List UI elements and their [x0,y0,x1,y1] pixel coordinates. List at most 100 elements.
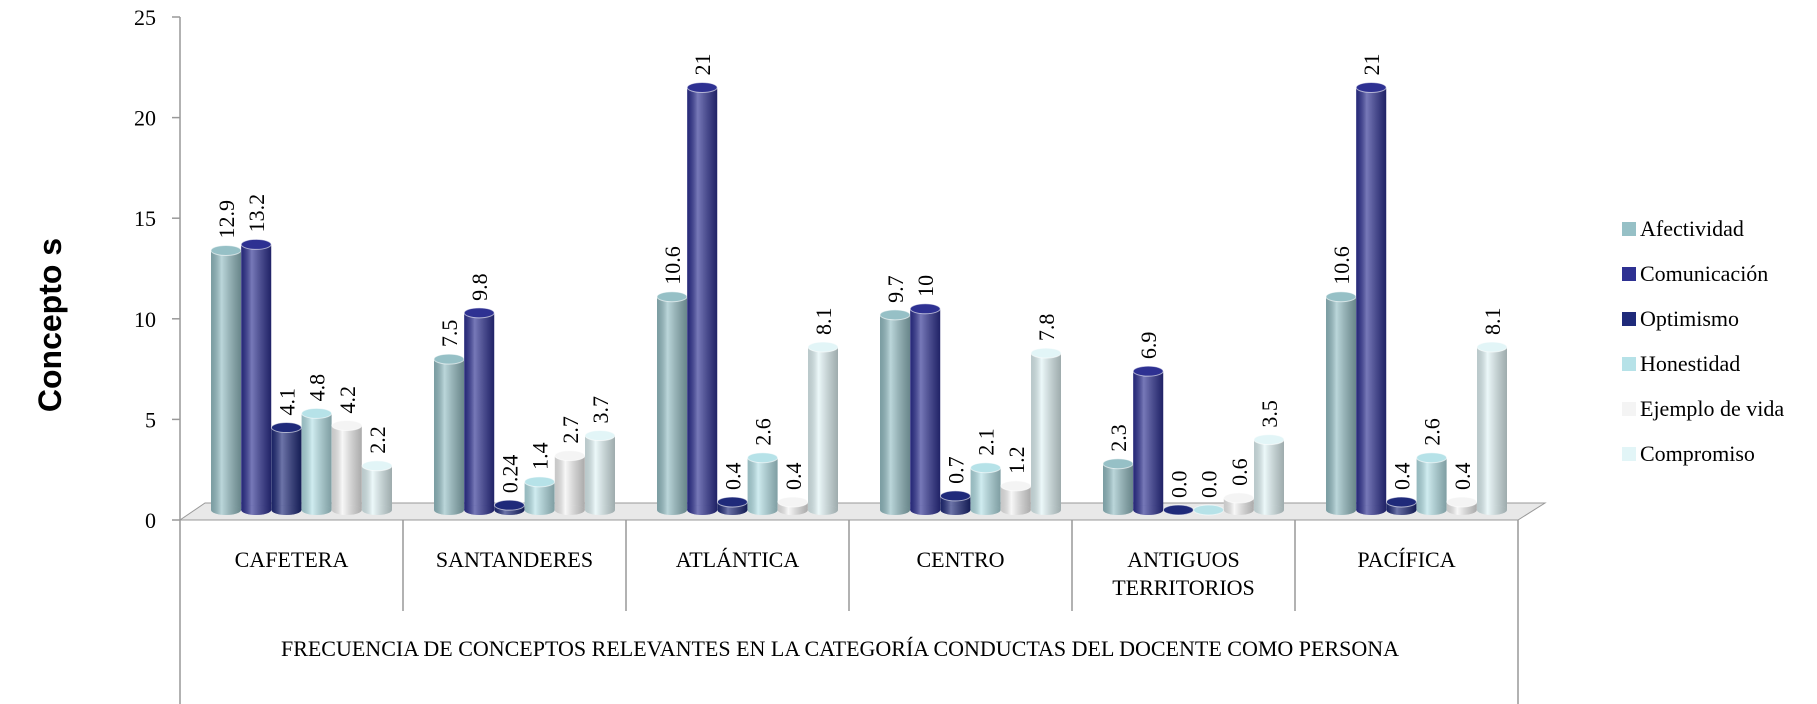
bar [331,419,363,515]
bar [909,303,941,515]
value-label: 0.24 [497,455,522,494]
bar [463,307,495,515]
value-label: 21 [690,53,715,75]
value-label: 0.4 [1450,462,1475,490]
value-label: 4.8 [305,374,330,402]
y-tick-label: 20 [134,106,156,131]
bar [1253,434,1285,515]
bar [1446,496,1478,515]
bar [1162,504,1194,516]
bar [1325,291,1357,515]
bar [361,460,393,515]
value-label: 9.7 [883,275,908,303]
value-label: 2.6 [751,418,776,446]
legend-marker [1622,312,1636,326]
legend-marker [1622,447,1636,461]
x-tick-label: SANTANDERES [435,547,594,572]
value-label: 10.6 [660,246,685,285]
y-tick-label: 15 [134,206,156,231]
value-label: 0.6 [1227,458,1252,486]
value-label: 13.2 [244,194,269,233]
value-label: 8.1 [811,308,836,336]
bar [970,462,1002,515]
bar [1476,341,1508,515]
bar [1030,347,1062,515]
legend-label: Honestidad [1640,351,1740,376]
legend-label: Comunicación [1640,261,1768,286]
bar [1416,452,1448,515]
value-label: 0.0 [1166,471,1191,499]
value-label: 0.7 [943,456,968,484]
bar [879,309,911,515]
value-label: 0.4 [1389,462,1414,490]
bar [807,341,839,515]
value-label: 8.1 [1480,308,1505,336]
y-tick-label: 25 [134,5,156,30]
bar [1385,496,1417,515]
bar [656,291,688,515]
legend-marker [1622,222,1636,236]
value-label: 3.7 [588,396,613,424]
value-label: 1.2 [1004,446,1029,474]
bar [554,450,586,515]
bar [1223,492,1255,515]
x-axis-label: FRECUENCIA DE CONCEPTOS RELEVANTES EN LA… [280,636,1400,661]
bar [524,476,556,515]
y-tick-label: 0 [145,508,156,533]
value-label: 6.9 [1136,332,1161,360]
bar [1193,504,1225,516]
y-tick-label: 10 [134,307,156,332]
value-label: 21 [1359,53,1384,75]
value-label: 10.6 [1329,246,1354,285]
value-label: 2.6 [1420,418,1445,446]
value-label: 2.7 [558,416,583,444]
bar [210,244,242,515]
value-label: 7.5 [437,320,462,348]
value-label: 0.4 [720,462,745,490]
legend-label: Compromiso [1640,441,1755,466]
value-label: 0.4 [781,462,806,490]
bar [1355,81,1387,515]
bar [433,353,465,515]
bar [301,407,333,515]
bar [270,422,302,515]
bar [1102,458,1134,515]
legend-label: Optimismo [1640,306,1739,331]
bar [686,81,718,515]
value-label: 0.0 [1197,471,1222,499]
y-axis-label: Concepto s [32,237,68,413]
legend-label: Ejemplo de vida [1640,396,1784,421]
value-label: 7.8 [1034,314,1059,342]
value-label: 4.2 [335,386,360,414]
bar [939,490,971,515]
bar [716,496,748,515]
x-tick-label: CENTRO [916,547,1005,572]
x-tick-label: CAFETERA [234,547,349,572]
value-label: 3.5 [1257,400,1282,428]
bar [777,496,809,515]
value-label: 9.8 [467,273,492,301]
value-label: 1.4 [528,442,553,470]
value-label: 2.2 [365,426,390,454]
bar [584,430,616,515]
legend-label: Afectividad [1640,216,1744,241]
bar [240,238,272,515]
bar [1132,365,1164,515]
legend-marker [1622,357,1636,371]
value-label: 4.1 [274,388,299,416]
x-tick-label: PACÍFICA [1357,547,1456,572]
x-tick-label: ATLÁNTICA [675,547,800,572]
value-label: 12.9 [214,200,239,239]
legend-marker [1622,402,1636,416]
legend-marker [1622,267,1636,281]
value-label: 2.3 [1106,424,1131,452]
value-label: 2.1 [974,428,999,456]
y-tick-label: 5 [145,407,156,432]
bar [1000,480,1032,515]
bar [747,452,779,515]
value-label: 10 [913,275,938,297]
bar [493,499,525,515]
x-tick-label: ANTIGUOS TERRITORIOS [1112,547,1255,600]
